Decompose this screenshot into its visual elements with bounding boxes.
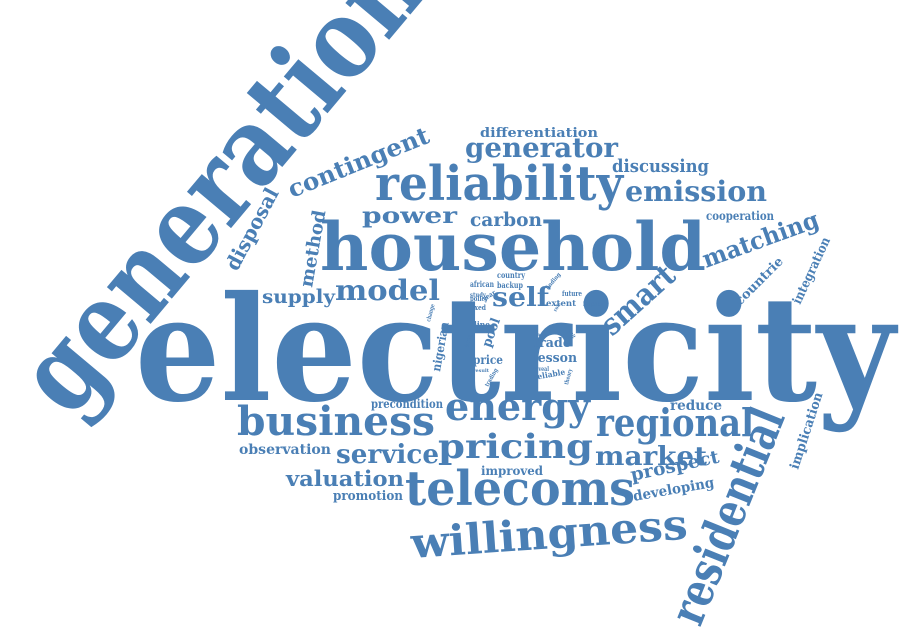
word-electricity: electricity	[135, 265, 898, 435]
word-price: price	[473, 353, 503, 367]
word-business: business	[237, 398, 435, 445]
word-reduce: reduce	[670, 398, 722, 414]
word-observation: observation	[239, 442, 331, 458]
word-theory: theory	[563, 368, 574, 386]
word-emission: emission	[625, 175, 767, 208]
word-role: role	[553, 301, 563, 313]
word-result: result	[473, 368, 490, 374]
word-trade: trade	[533, 336, 571, 351]
word-country: country	[497, 270, 525, 280]
word-study: study	[470, 292, 486, 299]
word-improved: improved	[481, 464, 544, 478]
word-differentiation: differentiation	[480, 126, 599, 141]
word-reliability: reliability	[375, 156, 625, 212]
word-line: line	[474, 321, 490, 331]
word-lesson: lesson	[533, 351, 578, 366]
word-cooperation: cooperation	[706, 209, 774, 223]
word-valuation: valuation	[285, 466, 404, 491]
word-fixed: fixed	[470, 303, 486, 312]
word-energy: energy	[445, 384, 591, 429]
word-pricing: pricing	[438, 427, 593, 467]
word-future: future	[562, 289, 582, 298]
word-case: case	[534, 332, 546, 338]
word-generator: generator	[465, 133, 619, 164]
word-power: power	[362, 203, 458, 229]
word-telecoms: telecoms	[405, 461, 635, 517]
word-policy: policy	[470, 294, 489, 303]
word-regional: regional	[596, 400, 754, 445]
word-service: service	[336, 440, 439, 470]
word-carbon: carbon	[470, 209, 542, 231]
word-impact: impact	[583, 301, 603, 308]
word-model: model	[335, 274, 440, 307]
word-discussing: discussing	[612, 156, 709, 177]
word-african: african	[470, 279, 494, 289]
word-unit: unit	[566, 328, 576, 340]
word-promotion: promotion	[333, 489, 403, 504]
word-self: self	[492, 283, 551, 313]
word-market: market	[595, 442, 707, 472]
word-household: household	[320, 208, 706, 286]
word-precondition: precondition	[371, 397, 443, 411]
word-supply: supply	[262, 286, 336, 308]
word-change: change	[425, 303, 436, 322]
word-extent: extent	[546, 298, 576, 308]
word-backup: backup	[497, 280, 523, 290]
word-reveal: reveal	[533, 366, 550, 373]
